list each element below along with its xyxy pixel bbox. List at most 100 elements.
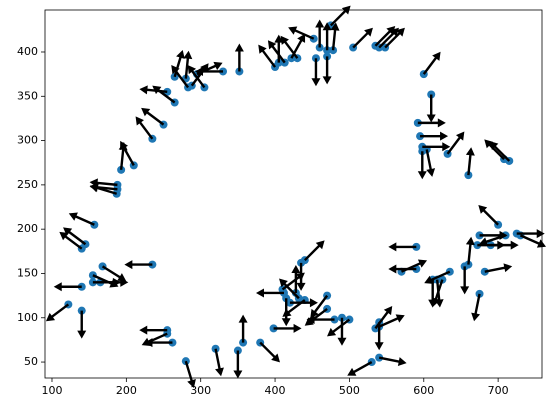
x-tick-label: 600 xyxy=(413,384,434,397)
arrow xyxy=(347,361,373,376)
x-tick-label: 400 xyxy=(265,384,286,397)
arrow xyxy=(187,65,206,89)
y-tick-label: 250 xyxy=(17,178,38,191)
arrow xyxy=(288,26,315,40)
arrow xyxy=(378,27,399,49)
x-tick-label: 500 xyxy=(339,384,360,397)
arrow xyxy=(255,288,284,298)
arrow xyxy=(259,341,280,363)
arrow xyxy=(426,94,436,123)
arrow xyxy=(141,332,168,346)
arrow xyxy=(120,140,135,166)
arrow xyxy=(484,139,505,161)
arrow xyxy=(289,298,318,308)
arrow xyxy=(267,40,286,64)
arrow xyxy=(484,263,513,273)
arrow xyxy=(45,303,70,322)
x-tick-label: 700 xyxy=(488,384,509,397)
arrow xyxy=(322,56,332,85)
arrow xyxy=(195,66,224,76)
arrow xyxy=(465,236,475,265)
x-tick-label: 200 xyxy=(116,384,137,397)
point xyxy=(113,180,122,189)
point xyxy=(375,353,384,362)
arrow xyxy=(489,141,511,162)
arrow xyxy=(330,22,340,51)
y-tick-label: 200 xyxy=(17,222,38,235)
arrow xyxy=(337,317,347,346)
arrow xyxy=(378,314,405,328)
arrow xyxy=(258,44,277,68)
arrow xyxy=(89,178,118,188)
y-tick-label: 100 xyxy=(17,311,38,324)
arrow xyxy=(190,63,209,87)
arrow xyxy=(422,51,441,75)
arrow xyxy=(304,307,328,326)
arrow xyxy=(303,240,325,262)
arrow xyxy=(417,118,446,128)
arrow xyxy=(279,278,300,300)
arrow xyxy=(322,22,332,51)
arrow xyxy=(384,27,405,49)
arrow xyxy=(234,43,244,72)
x-tick-label: 100 xyxy=(41,384,62,397)
arrow xyxy=(424,270,451,284)
x-tick-label: 300 xyxy=(190,384,211,397)
arrow xyxy=(465,147,475,176)
arrow xyxy=(374,25,396,47)
arrow xyxy=(280,35,299,59)
arrow xyxy=(59,231,83,250)
arrow xyxy=(310,294,329,319)
arrow xyxy=(141,107,165,126)
arrow xyxy=(173,49,185,78)
y-tick-label: 400 xyxy=(17,45,38,58)
arrow xyxy=(490,240,519,250)
arrow xyxy=(139,325,168,335)
arrow xyxy=(274,34,284,63)
arrow xyxy=(238,314,248,343)
arrow xyxy=(422,142,451,152)
arrow xyxy=(460,266,470,295)
arrow xyxy=(315,19,325,48)
arrow xyxy=(374,322,384,351)
arrow xyxy=(135,116,154,140)
arrow xyxy=(420,131,449,141)
point xyxy=(117,165,126,174)
arrow xyxy=(92,274,119,288)
arrow xyxy=(519,234,547,248)
arrow xyxy=(431,279,444,307)
point xyxy=(475,289,484,298)
arrow xyxy=(425,149,436,177)
arrow xyxy=(184,360,196,388)
arrow xyxy=(63,227,87,246)
arrow xyxy=(311,58,321,87)
arrow xyxy=(152,85,176,104)
arrow xyxy=(77,310,87,339)
arrow xyxy=(68,212,95,226)
point xyxy=(274,58,283,67)
y-tick-label: 50 xyxy=(24,355,38,368)
arrow xyxy=(479,234,506,246)
arrow xyxy=(417,151,427,180)
arrow xyxy=(471,293,481,322)
arrow xyxy=(478,204,499,226)
arrow xyxy=(171,65,190,89)
arrow xyxy=(214,348,224,377)
arrow xyxy=(282,299,306,317)
arrow xyxy=(53,282,82,292)
arrow xyxy=(446,131,465,155)
arrow xyxy=(124,260,153,270)
arrow xyxy=(183,50,193,79)
arrow xyxy=(378,356,407,366)
arrow xyxy=(291,264,301,293)
arrow xyxy=(352,27,373,49)
arrow xyxy=(233,350,243,379)
arrow xyxy=(101,265,127,282)
axes-frame xyxy=(44,9,543,379)
arrow xyxy=(388,242,417,252)
arrow xyxy=(327,318,351,337)
arrow xyxy=(388,264,417,274)
y-tick-label: 300 xyxy=(17,134,38,147)
y-tick-label: 350 xyxy=(17,89,38,102)
